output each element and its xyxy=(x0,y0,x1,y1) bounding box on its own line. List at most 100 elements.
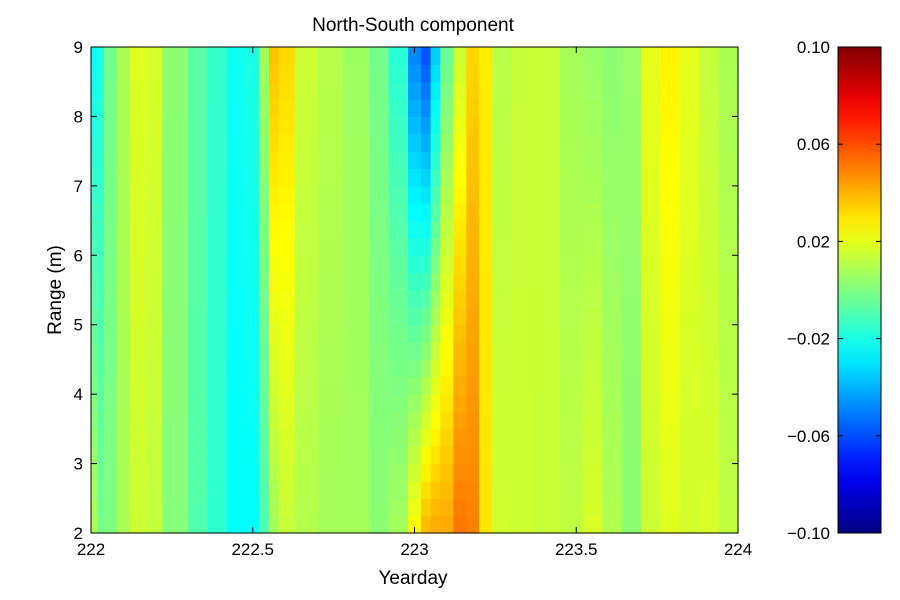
heatmap-cell xyxy=(440,99,454,118)
heatmap-cell xyxy=(343,203,370,222)
heatmap-cell xyxy=(492,498,513,517)
heatmap-cell xyxy=(294,168,319,187)
heatmap-cell xyxy=(317,99,344,118)
heatmap-cell xyxy=(259,81,270,100)
heatmap-cell xyxy=(97,446,105,465)
heatmap-cell xyxy=(602,203,623,222)
heatmap-cell xyxy=(640,151,661,170)
heatmap-cell xyxy=(129,99,147,118)
heatmap-cell xyxy=(430,324,441,343)
heatmap xyxy=(91,47,739,534)
heatmap-cell xyxy=(679,307,700,326)
heatmap-cell xyxy=(129,394,147,413)
heatmap-cell xyxy=(492,81,513,100)
heatmap-cell xyxy=(420,307,432,326)
heatmap-cell xyxy=(91,272,99,291)
heatmap-cell xyxy=(97,47,105,65)
heatmap-cell xyxy=(294,342,319,361)
heatmap-cell xyxy=(91,99,99,118)
heatmap-cell xyxy=(718,47,739,65)
heatmap-cell xyxy=(268,168,280,187)
heatmap-cell xyxy=(440,81,454,100)
heatmap-cell xyxy=(511,480,539,499)
heatmap-cell xyxy=(226,64,244,83)
heatmap-cell xyxy=(660,342,681,361)
heatmap-cell xyxy=(116,428,131,447)
heatmap-cell xyxy=(420,394,432,413)
heatmap-cell xyxy=(369,498,390,517)
heatmap-cell xyxy=(453,47,467,65)
heatmap-cell xyxy=(226,220,244,239)
heatmap-cell xyxy=(162,515,189,534)
heatmap-cell xyxy=(188,99,209,118)
heatmap-cell xyxy=(582,185,603,204)
heatmap-cell xyxy=(560,290,584,308)
heatmap-cell xyxy=(679,255,700,274)
heatmap-cell xyxy=(420,498,432,517)
heatmap-cell xyxy=(640,480,661,499)
heatmap-cell xyxy=(188,463,209,482)
heatmap-cell xyxy=(91,203,99,222)
heatmap-cell xyxy=(162,168,189,187)
heatmap-cell xyxy=(388,203,409,222)
heatmap-cell xyxy=(103,64,118,83)
x-tick-label: 222.5 xyxy=(231,540,274,559)
heatmap-cell xyxy=(420,64,432,83)
heatmap-cell xyxy=(268,133,280,152)
heatmap-cell xyxy=(453,168,467,187)
heatmap-cell xyxy=(388,498,409,517)
heatmap-cell xyxy=(511,203,539,222)
heatmap-cell xyxy=(660,480,681,499)
heatmap-cell xyxy=(537,272,561,291)
y-axis-label: Range (m) xyxy=(45,245,66,335)
heatmap-cell xyxy=(369,116,390,135)
heatmap-cell xyxy=(268,81,280,100)
heatmap-cell xyxy=(91,64,99,83)
y-tick-label: 7 xyxy=(74,177,83,196)
heatmap-cell xyxy=(679,463,700,482)
heatmap-cell xyxy=(388,99,409,118)
heatmap-cell xyxy=(259,168,270,187)
heatmap-cell xyxy=(582,342,603,361)
heatmap-cell xyxy=(162,151,189,170)
heatmap-cell xyxy=(466,237,480,256)
heatmap-cell xyxy=(511,515,539,534)
heatmap-cell xyxy=(492,376,513,395)
heatmap-cell xyxy=(466,324,480,343)
heatmap-cell xyxy=(103,446,118,465)
heatmap-cell xyxy=(97,428,105,447)
heatmap-cell xyxy=(560,498,584,517)
heatmap-cell xyxy=(582,272,603,291)
y-axis: 2 3 4 5 6 7 8 9 xyxy=(74,38,738,543)
heatmap-cell xyxy=(420,185,432,204)
heatmap-cell xyxy=(537,133,561,152)
heatmap-cell xyxy=(718,116,739,135)
heatmap-cell xyxy=(679,376,700,395)
heatmap-cell xyxy=(453,133,467,152)
heatmap-cell xyxy=(278,376,296,395)
heatmap-cell xyxy=(679,411,700,430)
heatmap-cell xyxy=(207,307,228,326)
heatmap-cell xyxy=(343,81,370,100)
heatmap-cell xyxy=(582,151,603,170)
heatmap-cell xyxy=(430,116,441,135)
heatmap-cell xyxy=(145,255,163,274)
heatmap-cell xyxy=(582,446,603,465)
heatmap-cell xyxy=(408,394,422,413)
heatmap-cell xyxy=(602,272,623,291)
heatmap-cell xyxy=(369,324,390,343)
heatmap-cell xyxy=(621,116,642,135)
heatmap-cell xyxy=(294,185,319,204)
heatmap-cell xyxy=(278,185,296,204)
heatmap-cell xyxy=(699,342,720,361)
heatmap-cell xyxy=(343,99,370,118)
heatmap-cell xyxy=(226,480,244,499)
heatmap-cell xyxy=(188,428,209,447)
heatmap-cell xyxy=(718,463,739,482)
heatmap-cell xyxy=(408,359,422,378)
heatmap-cell xyxy=(466,133,480,152)
heatmap-cell xyxy=(640,99,661,118)
heatmap-cell xyxy=(226,116,244,135)
heatmap-cell xyxy=(259,446,270,465)
heatmap-cell xyxy=(243,498,260,517)
